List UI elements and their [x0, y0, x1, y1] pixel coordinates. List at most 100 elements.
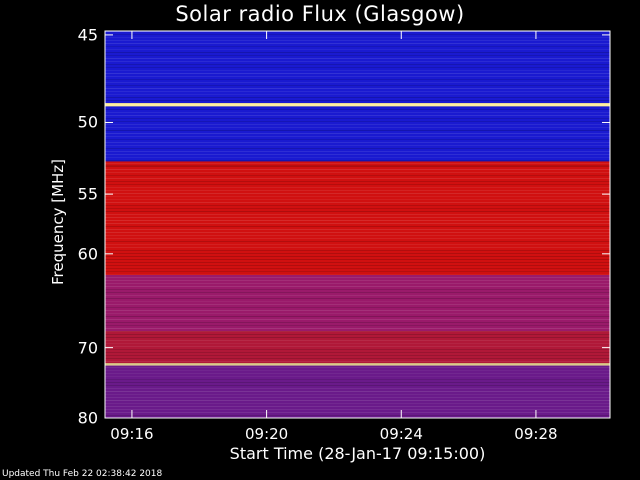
- texture-line: [105, 217, 610, 218]
- texture-line: [105, 250, 610, 251]
- texture-line: [105, 190, 610, 191]
- texture-line: [105, 415, 610, 416]
- texture-line: [105, 382, 610, 383]
- texture-line: [105, 328, 610, 329]
- texture-line: [105, 295, 610, 296]
- x-tick-label: 09:16: [110, 425, 154, 443]
- texture-line: [105, 232, 610, 233]
- texture-line: [105, 211, 610, 212]
- texture-line: [105, 148, 610, 149]
- texture-line: [105, 358, 610, 359]
- texture-line: [105, 388, 610, 389]
- texture-line: [105, 196, 610, 197]
- texture-line: [105, 166, 610, 167]
- x-tick-label: 09:28: [514, 425, 558, 443]
- y-tick-label: 50: [77, 112, 98, 132]
- texture-line: [105, 226, 610, 227]
- texture-line: [105, 127, 610, 128]
- x-tick-label: 09:20: [244, 425, 289, 443]
- texture-line: [105, 202, 610, 203]
- band-6: [105, 331, 610, 364]
- texture-line: [105, 184, 610, 185]
- texture-line: [105, 34, 610, 35]
- x-axis-label: Start Time (28-Jan-17 09:15:00): [229, 444, 486, 463]
- texture-line: [105, 136, 610, 137]
- texture-line: [105, 352, 610, 353]
- texture-line: [105, 280, 610, 281]
- texture-line: [105, 274, 610, 275]
- texture-line: [105, 268, 610, 269]
- texture-line: [105, 205, 610, 206]
- texture-line: [105, 79, 610, 80]
- texture-line: [105, 58, 610, 59]
- texture-line: [105, 106, 610, 107]
- texture-line: [105, 157, 610, 158]
- texture-line: [105, 313, 610, 314]
- texture-line: [105, 340, 610, 341]
- texture-line: [105, 49, 610, 50]
- texture-line: [105, 220, 610, 221]
- texture-line: [105, 289, 610, 290]
- texture-line: [105, 397, 610, 398]
- texture-line: [105, 64, 610, 65]
- texture-line: [105, 85, 610, 86]
- texture-line: [105, 214, 610, 215]
- band-5: [105, 275, 610, 332]
- texture-line: [105, 61, 610, 62]
- texture-line: [105, 82, 610, 83]
- band-1: [105, 103, 610, 107]
- texture-line: [105, 361, 610, 362]
- band-2: [105, 106, 610, 162]
- texture-line: [105, 409, 610, 410]
- texture-line: [105, 403, 610, 404]
- texture-line: [105, 145, 610, 146]
- texture-line: [105, 412, 610, 413]
- texture-line: [105, 154, 610, 155]
- texture-line: [105, 67, 610, 68]
- texture-line: [105, 301, 610, 302]
- texture-line: [105, 37, 610, 38]
- texture-line: [105, 316, 610, 317]
- texture-line: [105, 223, 610, 224]
- texture-line: [105, 406, 610, 407]
- texture-line: [105, 367, 610, 368]
- texture-line: [105, 370, 610, 371]
- band-4: [105, 165, 610, 276]
- texture-line: [105, 70, 610, 71]
- y-tick-label: 45: [77, 25, 98, 45]
- texture-line: [105, 253, 610, 254]
- texture-line: [105, 43, 610, 44]
- texture-line: [105, 325, 610, 326]
- texture-line: [105, 394, 610, 395]
- texture-line: [105, 283, 610, 284]
- texture-line: [105, 76, 610, 77]
- texture-line: [105, 244, 610, 245]
- texture-line: [105, 112, 610, 113]
- texture-line: [105, 91, 610, 92]
- texture-line: [105, 373, 610, 374]
- texture-line: [105, 121, 610, 122]
- band-0: [105, 31, 610, 104]
- texture-line: [105, 319, 610, 320]
- texture-line: [105, 304, 610, 305]
- texture-line: [105, 376, 610, 377]
- texture-line: [105, 277, 610, 278]
- texture-line: [105, 256, 610, 257]
- texture-line: [105, 130, 610, 131]
- texture-line: [105, 271, 610, 272]
- y-tick-label: 55: [77, 184, 98, 204]
- texture-line: [105, 400, 610, 401]
- texture-line: [105, 55, 610, 56]
- texture-line: [105, 343, 610, 344]
- texture-line: [105, 88, 610, 89]
- texture-line: [105, 208, 610, 209]
- texture-line: [105, 40, 610, 41]
- texture-line: [105, 334, 610, 335]
- texture-line: [105, 169, 610, 170]
- texture-line: [105, 391, 610, 392]
- texture-line: [105, 97, 610, 98]
- texture-line: [105, 337, 610, 338]
- texture-line: [105, 142, 610, 143]
- texture-line: [105, 46, 610, 47]
